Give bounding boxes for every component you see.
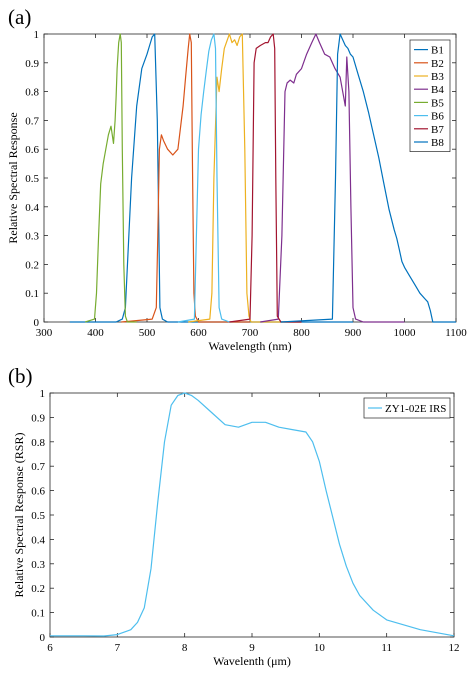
x-axis-label: Wavelength (nm): [208, 339, 291, 353]
series-line-b6: [177, 33, 230, 323]
y-tick-label: 0.5: [25, 173, 39, 185]
x-tick-label: 1000: [394, 327, 417, 339]
panel-label: (b): [8, 364, 33, 388]
series-line-b3: [188, 33, 302, 323]
y-tick-label: 1: [34, 29, 40, 41]
y-tick-label: 0.8: [25, 87, 39, 99]
plot-area: [43, 33, 457, 323]
y-tick-label: 0.5: [31, 510, 45, 522]
legend-label: B4: [431, 84, 444, 96]
x-tick-label: 1100: [445, 327, 467, 339]
y-tick-label: 0.7: [31, 461, 45, 473]
y-tick-label: 0.9: [31, 412, 45, 424]
x-tick-label: 6: [47, 642, 53, 654]
x-tick-label: 700: [242, 327, 259, 339]
y-tick-label: 0: [34, 317, 40, 329]
series-line-b2: [121, 33, 250, 323]
legend-label: B6: [431, 111, 444, 123]
x-tick-label: 11: [381, 642, 392, 654]
series-line-b4: [260, 33, 405, 323]
y-tick-label: 0.6: [25, 144, 39, 156]
y-tick-label: 0.1: [31, 608, 45, 620]
y-tick-label: 0.1: [25, 288, 39, 300]
legend-label: B5: [431, 97, 444, 109]
series-line-b8: [280, 33, 456, 323]
series-line-zy1-02e-irs: [50, 392, 455, 637]
y-tick-label: 0.4: [31, 534, 45, 546]
y-tick-label: 0: [40, 632, 46, 644]
legend-label: B8: [431, 137, 444, 149]
x-tick-label: 900: [345, 327, 362, 339]
y-tick-label: 1: [40, 388, 46, 400]
panel-label: (a): [8, 5, 31, 29]
x-tick-label: 300: [36, 327, 53, 339]
series-line-b5: [85, 33, 137, 323]
y-tick-label: 0.4: [25, 202, 39, 214]
y-tick-label: 0.9: [25, 58, 39, 70]
x-tick-label: 12: [449, 642, 460, 654]
x-tick-label: 600: [190, 327, 207, 339]
legend-label: ZY1-02E IRS: [385, 403, 446, 415]
panel-a: (a) 300 400 500 600 700 800 900 1000 1100 0 0.1 0.2 0…: [6, 5, 467, 353]
y-tick-label: 0.2: [31, 583, 45, 595]
legend-label: B1: [431, 45, 444, 57]
x-tick-label: 9: [249, 642, 255, 654]
legend-label: B2: [431, 58, 444, 70]
legend-label: B3: [431, 71, 444, 83]
y-tick-label: 0.8: [31, 437, 45, 449]
x-tick-label: 800: [293, 327, 310, 339]
series-line-b7: [229, 33, 302, 323]
legend-box: [363, 397, 451, 419]
y-tick-label: 0.7: [25, 115, 39, 127]
legend-label: B7: [431, 124, 444, 136]
series-line-b1: [69, 33, 353, 323]
x-axis-label: Wavelenth (μm): [213, 654, 291, 668]
y-tick-label: 0.3: [31, 559, 45, 571]
legend-box: [409, 39, 451, 152]
x-tick-label: 500: [139, 327, 156, 339]
y-tick-label: 0.6: [31, 486, 45, 498]
x-tick-label: 8: [182, 642, 188, 654]
y-tick-label: 0.2: [25, 259, 39, 271]
x-tick-label: 10: [314, 642, 326, 654]
x-tick-label: 7: [115, 642, 121, 654]
plot-area: [49, 392, 455, 638]
panel-b: (b) 6 7 8 9 10 11 12 0 0.1 0.2 0.3 0.4 0.5 0.6 0.7 0.8 0.…: [8, 364, 460, 668]
y-tick-label: 0.3: [25, 231, 39, 243]
y-axis-label: Relative Spectral Response (RSR): [12, 433, 26, 598]
x-tick-label: 400: [87, 327, 104, 339]
y-axis-label: Relative Spectral Response: [6, 112, 20, 243]
legend: ZY1-02E IRS: [363, 397, 451, 419]
